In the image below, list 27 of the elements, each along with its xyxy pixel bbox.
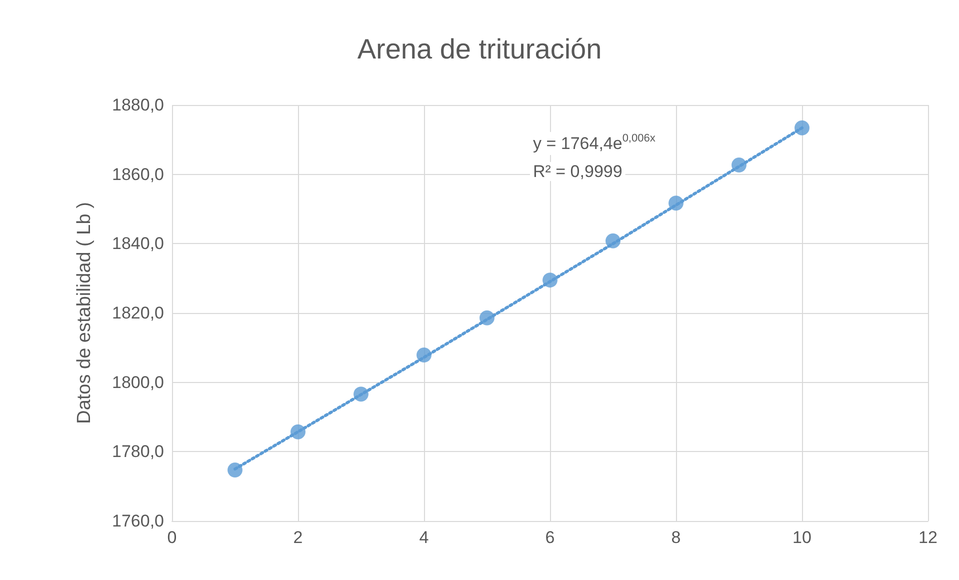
y-tick-label: 1840,0: [112, 234, 164, 254]
point: [416, 347, 432, 362]
x-tick-label: 4: [419, 528, 429, 547]
point: [354, 386, 368, 402]
x-tick-label: 8: [671, 528, 681, 547]
x-tick-label: 12: [918, 528, 938, 547]
point: [542, 272, 558, 288]
point: [668, 196, 684, 211]
point: [794, 120, 810, 136]
x-tick-label: 2: [293, 528, 303, 547]
chart-title: Arena de trituración: [357, 34, 602, 64]
y-tick-label: 1860,0: [112, 164, 164, 184]
annotation: R² = 0,9999: [533, 162, 622, 181]
point: [480, 310, 494, 326]
x-tick-label: 10: [792, 528, 812, 547]
y-tick-label: 1760,0: [112, 512, 164, 530]
point: [606, 233, 620, 248]
point: [732, 157, 746, 172]
x-tick-label: 6: [545, 528, 555, 547]
y-tick-label: 1880,0: [112, 96, 164, 114]
y-tick-label: 1780,0: [112, 442, 164, 462]
x-tick-label: 0: [167, 528, 177, 547]
y-tick-label: 1800,0: [112, 372, 164, 392]
point: [290, 424, 306, 440]
point: [228, 462, 242, 478]
y-axis-title: Datos de estabilidad ( Lb ): [74, 202, 95, 424]
y-tick-label: 1820,0: [112, 304, 164, 322]
